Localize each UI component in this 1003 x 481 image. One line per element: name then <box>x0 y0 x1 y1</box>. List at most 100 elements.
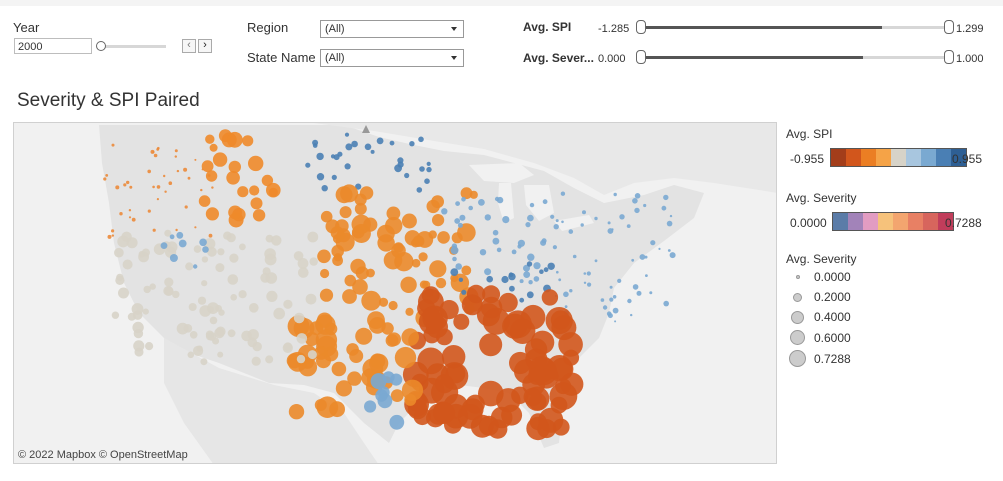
map-mark[interactable] <box>229 253 239 263</box>
map-mark[interactable] <box>523 264 530 272</box>
map-mark[interactable] <box>526 291 534 299</box>
map-mark[interactable] <box>117 235 130 248</box>
map-mark[interactable] <box>198 195 211 207</box>
map-mark[interactable] <box>580 223 584 227</box>
map-mark[interactable] <box>632 198 638 204</box>
map-mark[interactable] <box>452 256 457 262</box>
map-mark[interactable] <box>520 304 546 330</box>
map-mark[interactable] <box>458 277 464 282</box>
map-mark[interactable] <box>228 160 241 174</box>
state-select[interactable]: (All) <box>320 49 464 67</box>
map-mark[interactable] <box>382 371 395 384</box>
map-mark[interactable] <box>238 290 247 299</box>
map-mark[interactable] <box>550 357 574 381</box>
map-mark[interactable] <box>147 169 151 174</box>
map-mark[interactable] <box>111 234 115 237</box>
map-mark[interactable] <box>205 330 214 339</box>
map-mark[interactable] <box>419 166 425 172</box>
map-mark[interactable] <box>550 310 571 330</box>
map-mark[interactable] <box>226 131 243 148</box>
map-mark[interactable] <box>217 351 224 358</box>
map-mark[interactable] <box>215 263 225 273</box>
map-mark[interactable] <box>582 210 586 215</box>
map-mark[interactable] <box>351 140 358 148</box>
map-mark[interactable] <box>266 290 278 302</box>
map-mark[interactable] <box>111 229 115 233</box>
map-mark[interactable] <box>296 333 308 344</box>
map-mark[interactable] <box>602 305 608 310</box>
map-mark[interactable] <box>541 289 559 306</box>
map-mark[interactable] <box>555 219 559 223</box>
map-mark[interactable] <box>378 297 389 307</box>
map-mark[interactable] <box>128 216 132 219</box>
map-mark[interactable] <box>241 330 252 342</box>
map-mark[interactable] <box>404 393 417 406</box>
map-mark[interactable] <box>212 337 220 345</box>
map-mark[interactable] <box>619 214 625 220</box>
map-mark[interactable] <box>228 205 243 220</box>
map-mark[interactable] <box>376 137 384 145</box>
map-mark[interactable] <box>389 414 405 430</box>
map-mark[interactable] <box>324 322 338 336</box>
map-mark[interactable] <box>401 213 417 229</box>
map-mark[interactable] <box>149 283 156 290</box>
map-mark[interactable] <box>609 285 613 289</box>
map-mark[interactable] <box>528 393 547 411</box>
map-mark[interactable] <box>508 272 514 277</box>
map-mark[interactable] <box>199 238 207 247</box>
map-mark[interactable] <box>400 276 417 293</box>
map-mark[interactable] <box>188 303 197 311</box>
map-mark[interactable] <box>645 274 648 277</box>
map-mark[interactable] <box>331 361 347 377</box>
map-mark[interactable] <box>496 247 502 253</box>
map-mark[interactable] <box>441 345 466 369</box>
map-mark[interactable] <box>187 351 195 359</box>
map-mark[interactable] <box>133 328 144 339</box>
map-mark[interactable] <box>572 254 577 259</box>
map-mark[interactable] <box>342 289 357 304</box>
map-mark[interactable] <box>459 214 466 221</box>
map-mark[interactable] <box>568 229 574 234</box>
map-mark[interactable] <box>539 269 544 274</box>
map-mark[interactable] <box>389 140 395 146</box>
map-mark[interactable] <box>217 248 225 256</box>
map-mark[interactable] <box>542 199 548 205</box>
map-mark[interactable] <box>351 224 371 243</box>
map-mark[interactable] <box>533 262 541 270</box>
spi-range-min-handle[interactable] <box>636 20 646 34</box>
map-mark[interactable] <box>586 271 591 276</box>
map-mark[interactable] <box>426 161 431 166</box>
map-mark[interactable] <box>643 203 647 208</box>
map-mark[interactable] <box>262 267 271 276</box>
map-mark[interactable] <box>184 205 188 209</box>
map-mark[interactable] <box>249 303 259 313</box>
map-mark[interactable] <box>118 287 129 299</box>
map-mark[interactable] <box>666 220 673 227</box>
map-mark[interactable] <box>423 326 441 344</box>
map-mark[interactable] <box>429 260 447 278</box>
map-mark[interactable] <box>519 279 524 284</box>
map-mark[interactable] <box>160 242 168 249</box>
map-mark[interactable] <box>226 171 240 185</box>
map-mark[interactable] <box>386 206 401 221</box>
map-mark[interactable] <box>494 196 500 202</box>
map-mark[interactable] <box>304 332 319 346</box>
year-slider-handle[interactable] <box>96 41 106 51</box>
map-mark[interactable] <box>370 373 387 390</box>
map-mark[interactable] <box>556 270 559 274</box>
map-mark[interactable] <box>558 278 562 282</box>
map-mark[interactable] <box>355 327 373 345</box>
map-mark[interactable] <box>479 249 487 256</box>
map-mark[interactable] <box>479 333 503 357</box>
map-mark[interactable] <box>176 231 184 239</box>
map-mark[interactable] <box>547 262 555 270</box>
map-mark[interactable] <box>111 311 120 319</box>
map-mark[interactable] <box>331 174 337 180</box>
map-mark[interactable] <box>298 267 309 278</box>
map-mark[interactable] <box>196 345 203 352</box>
map-mark[interactable] <box>636 290 642 296</box>
map-mark[interactable] <box>435 277 447 289</box>
map-mark[interactable] <box>436 328 453 346</box>
map-mark[interactable] <box>250 197 263 210</box>
map-mark[interactable] <box>587 282 592 287</box>
